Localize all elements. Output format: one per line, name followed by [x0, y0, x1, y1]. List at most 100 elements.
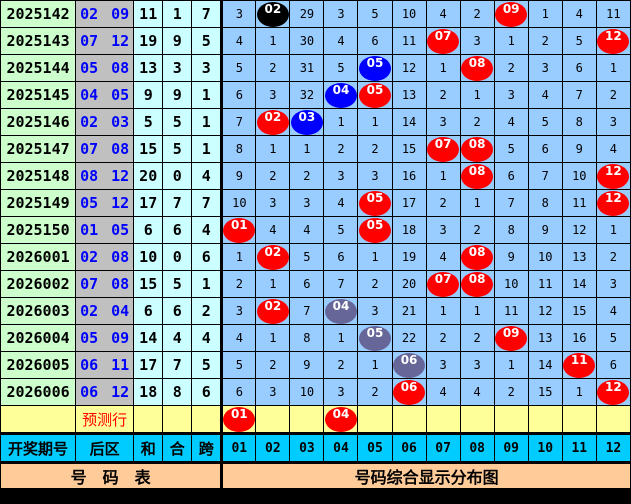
header-back: 后区 — [75, 432, 135, 463]
span-cell: 5 — [191, 351, 224, 379]
table-row: 2026005 06 11 17 7 5 5 2 9 2 1 06 3 3 1 14 11 6 — [0, 351, 631, 379]
grid-cell: 4 — [425, 243, 461, 271]
grid-cell: 1 — [595, 216, 631, 244]
predict-row: 预测行 01 04 — [0, 405, 631, 434]
grid-cell: 02 — [255, 243, 291, 271]
grid-cell: 10 — [391, 0, 427, 28]
table-row: 2026001 02 08 10 0 6 1 02 5 6 1 19 4 08 9 10 13 2 — [0, 243, 631, 271]
grid-cell: 05 — [357, 216, 393, 244]
number-ball: 04 — [324, 82, 357, 108]
grid-cell: 1 — [459, 297, 495, 325]
grid-cell: 3 — [595, 108, 631, 136]
grid-cell: 4 — [493, 108, 529, 136]
grid-cell: 4 — [595, 135, 631, 163]
grid-cell: 17 — [391, 189, 427, 217]
grid-cell: 6 — [289, 270, 325, 298]
grid-cell: 2 — [459, 0, 495, 28]
grid-cell: 04 — [323, 405, 359, 434]
grid-cell: 3 — [323, 162, 359, 190]
grid-cell: 31 — [289, 54, 325, 82]
number-ball: 09 — [495, 1, 528, 27]
grid-cell: 3 — [595, 270, 631, 298]
period-cell: 2025142 — [0, 0, 77, 28]
grid-cell: 5 — [221, 351, 257, 379]
grid-cell — [459, 405, 495, 434]
grid-cell: 16 — [561, 324, 597, 352]
sum-cell: 10 — [133, 243, 164, 271]
grid-cell: 3 — [527, 54, 563, 82]
sum-cell: 6 — [133, 216, 164, 244]
period-cell: 2026002 — [0, 270, 77, 298]
back-zone-cell: 06 12 — [75, 378, 135, 406]
grid-cell: 7 — [493, 189, 529, 217]
grid-cell: 21 — [391, 297, 427, 325]
header-row: 开奖期号 后区 和 合 跨 01 02 03 04 05 06 07 08 09… — [0, 432, 631, 463]
grid-cell: 1 — [527, 0, 563, 28]
distribution-table: 2025142 02 09 11 1 7 3 02 29 3 5 10 4 2 09 1 4 11 2025143… — [0, 0, 631, 489]
grid-cell: 3 — [255, 81, 291, 109]
span-cell: 7 — [191, 189, 224, 217]
sum-cell: 13 — [133, 54, 164, 82]
grid-cell: 5 — [323, 54, 359, 82]
grid-cell: 6 — [221, 378, 257, 406]
number-ball: 11 — [563, 352, 596, 378]
grid-cell: 29 — [289, 0, 325, 28]
header-num: 11 — [561, 432, 597, 463]
grid-cell: 2 — [459, 108, 495, 136]
grid-cell: 14 — [391, 108, 427, 136]
number-ball: 05 — [359, 217, 391, 243]
number-ball: 07 — [427, 136, 460, 162]
he-cell: 0 — [162, 243, 193, 271]
period-cell: 2026005 — [0, 351, 77, 379]
grid-cell: 11 — [595, 0, 631, 28]
grid-cell: 16 — [391, 162, 427, 190]
sum-cell: 14 — [133, 324, 164, 352]
grid-cell: 01 — [221, 216, 257, 244]
sum-cell: 19 — [133, 27, 164, 55]
period-cell: 2025146 — [0, 108, 77, 136]
grid-cell — [561, 405, 597, 434]
grid-cell: 2 — [493, 378, 529, 406]
grid-cell: 1 — [221, 243, 257, 271]
table-row: 2025146 02 03 5 5 1 7 02 03 1 1 14 3 2 4 5 8 3 — [0, 108, 631, 136]
header-he: 合 — [162, 432, 193, 463]
grid-cell: 15 — [527, 378, 563, 406]
grid-cell: 1 — [459, 189, 495, 217]
grid-cell: 2 — [425, 81, 461, 109]
grid-cell: 3 — [323, 378, 359, 406]
grid-cell: 3 — [289, 189, 325, 217]
grid-cell: 4 — [221, 27, 257, 55]
number-ball: 08 — [461, 271, 494, 297]
sum-cell: 11 — [133, 0, 164, 28]
grid-cell: 1 — [561, 378, 597, 406]
grid-cell: 14 — [561, 270, 597, 298]
grid-cell: 1 — [425, 54, 461, 82]
grid-cell: 11 — [527, 270, 563, 298]
grid-cell: 5 — [357, 0, 393, 28]
grid-cell: 14 — [527, 351, 563, 379]
grid-cell: 3 — [459, 351, 495, 379]
grid-cell: 4 — [561, 0, 597, 28]
grid-cell: 5 — [595, 324, 631, 352]
span-cell: 1 — [191, 270, 224, 298]
grid-cell: 1 — [595, 54, 631, 82]
number-ball: 07 — [427, 28, 460, 54]
back-zone-cell: 05 09 — [75, 324, 135, 352]
grid-cell: 11 — [493, 297, 529, 325]
header-num: 06 — [391, 432, 427, 463]
number-ball: 01 — [223, 406, 255, 432]
grid-cell: 06 — [391, 378, 427, 406]
grid-cell: 4 — [527, 81, 563, 109]
grid-cell: 13 — [561, 243, 597, 271]
grid-cell: 2 — [221, 270, 257, 298]
he-cell: 4 — [162, 324, 193, 352]
grid-cell: 2 — [459, 324, 495, 352]
sum-cell: 15 — [133, 135, 164, 163]
grid-cell: 5 — [323, 216, 359, 244]
span-cell: 4 — [191, 324, 224, 352]
grid-cell: 11 — [561, 189, 597, 217]
back-zone-cell: 05 12 — [75, 189, 135, 217]
grid-cell: 03 — [289, 108, 325, 136]
grid-cell: 07 — [425, 270, 461, 298]
back-zone-cell: 06 11 — [75, 351, 135, 379]
